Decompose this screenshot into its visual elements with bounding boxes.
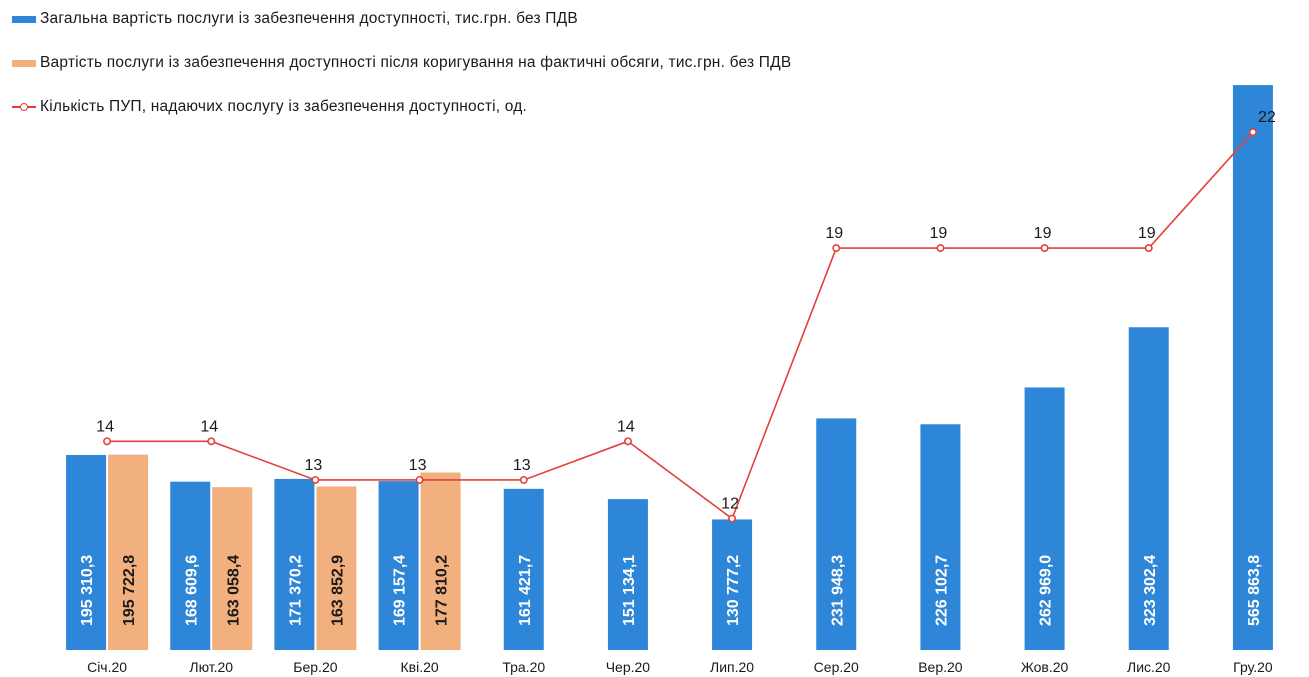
- line-point-pup-count: [1248, 128, 1257, 137]
- bar-label-adjusted-cost: 163 852,9: [329, 555, 346, 626]
- x-tick-label: Чер.20: [606, 659, 651, 675]
- line-point-pup-count: [519, 475, 528, 484]
- legend-label-pup-count: Кількість ПУП, надаючих послугу із забез…: [40, 98, 528, 115]
- bar-adjusted-cost: [212, 487, 253, 650]
- bar-label-total-cost: 565 863,8: [1246, 555, 1263, 626]
- point-label-pup-count: 22: [1258, 109, 1276, 126]
- x-tick-label: Лис.20: [1127, 659, 1171, 675]
- bar-adjusted-cost: [108, 454, 149, 650]
- bar-label-total-cost: 323 302,4: [1142, 555, 1159, 626]
- point-label-pup-count: 13: [513, 457, 531, 474]
- x-tick-label: Гру.20: [1233, 659, 1273, 675]
- bar-total-cost: [1024, 387, 1065, 650]
- x-tick-label: Сер.20: [814, 659, 859, 675]
- bar-total-cost: [66, 455, 107, 650]
- x-tick-label: Жов.20: [1021, 659, 1069, 675]
- point-label-pup-count: 19: [930, 225, 948, 242]
- point-label-pup-count: 13: [305, 457, 323, 474]
- bar-total-cost: [920, 424, 961, 650]
- line-point-pup-count: [207, 437, 216, 446]
- x-tick-label: Січ.20: [87, 659, 127, 675]
- bar-total-cost: [1232, 85, 1273, 651]
- bar-label-adjusted-cost: 195 722,8: [121, 555, 138, 626]
- bar-label-total-cost: 161 421,7: [517, 555, 534, 626]
- x-tick-label: Лют.20: [189, 659, 233, 675]
- line-point-pup-count: [832, 244, 841, 253]
- bar-total-cost: [1128, 327, 1169, 650]
- point-label-pup-count: 12: [721, 496, 739, 513]
- x-tick-label: Тра.20: [502, 659, 545, 675]
- point-label-pup-count: 19: [1034, 225, 1052, 242]
- line-point-pup-count: [415, 475, 424, 484]
- bar-label-total-cost: 168 609,6: [183, 555, 200, 626]
- x-tick-label: Бер.20: [293, 659, 337, 675]
- point-label-pup-count: 14: [617, 418, 635, 435]
- line-point-pup-count: [1144, 244, 1153, 253]
- bar-label-total-cost: 171 370,2: [287, 555, 304, 626]
- bar-total-cost: [816, 418, 857, 650]
- bar-total-cost: [503, 488, 544, 650]
- line-point-pup-count: [311, 475, 320, 484]
- legend-item-pup-count: Кількість ПУП, надаючих послугу із забез…: [12, 96, 791, 118]
- line-point-pup-count: [103, 437, 112, 446]
- point-label-pup-count: 14: [96, 418, 114, 435]
- legend-item-total-cost: Загальна вартість послуги із забезпеченн…: [12, 8, 791, 30]
- legend-swatch-adjusted-cost: [12, 59, 36, 67]
- bar-label-total-cost: 169 157,4: [392, 555, 409, 626]
- x-tick-label: Вер.20: [918, 659, 963, 675]
- bar-total-cost: [607, 499, 648, 650]
- x-tick-label: Кві.20: [400, 659, 438, 675]
- bar-label-total-cost: 262 969,0: [1038, 555, 1055, 626]
- point-label-pup-count: 19: [825, 225, 843, 242]
- bar-label-total-cost: 231 948,3: [829, 555, 846, 626]
- bar-label-total-cost: 226 102,7: [933, 555, 950, 626]
- line-point-pup-count: [936, 244, 945, 253]
- line-point-pup-count: [623, 437, 632, 446]
- x-tick-label: Лип.20: [710, 659, 754, 675]
- legend-line-marker-icon: [12, 102, 36, 112]
- line-point-pup-count: [1040, 244, 1049, 253]
- bar-label-adjusted-cost: 163 058,4: [225, 555, 242, 626]
- point-label-pup-count: 19: [1138, 225, 1156, 242]
- bar-label-adjusted-cost: 177 810,2: [434, 555, 451, 626]
- legend-label-total-cost: Загальна вартість послуги із забезпеченн…: [40, 10, 578, 27]
- legend-label-adjusted-cost: Вартість послуги із забезпечення доступн…: [40, 54, 792, 71]
- line-point-pup-count: [728, 514, 737, 523]
- legend-item-adjusted-cost: Вартість послуги із забезпечення доступн…: [12, 52, 791, 74]
- bar-label-total-cost: 195 310,3: [79, 555, 96, 626]
- chart-legend: Загальна вартість послуги із забезпеченн…: [12, 8, 791, 140]
- point-label-pup-count: 13: [409, 457, 427, 474]
- line-pup-count: [107, 131, 1254, 520]
- bar-adjusted-cost: [316, 486, 357, 650]
- point-label-pup-count: 14: [200, 418, 218, 435]
- bar-adjusted-cost: [420, 472, 461, 650]
- legend-swatch-total-cost: [12, 15, 36, 23]
- bar-total-cost: [378, 481, 419, 650]
- bar-total-cost: [712, 519, 753, 650]
- bar-total-cost: [170, 481, 211, 650]
- bar-label-total-cost: 130 777,2: [725, 555, 742, 626]
- bar-total-cost: [274, 478, 315, 650]
- bar-label-total-cost: 151 134,1: [621, 555, 638, 626]
